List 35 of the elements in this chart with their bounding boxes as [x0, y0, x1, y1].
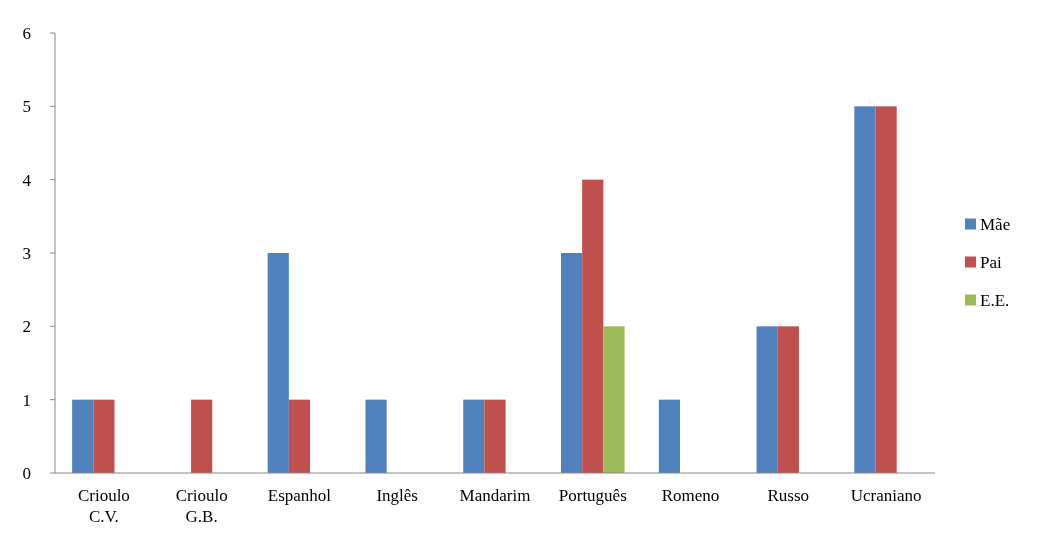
bar [854, 106, 876, 473]
x-tick-label: Crioulo C.V. [77, 486, 130, 526]
bar [777, 326, 799, 473]
x-tick-label: Crioulo G.B. [175, 486, 228, 526]
bar [756, 326, 778, 473]
y-tick-label: 2 [22, 317, 31, 337]
y-tick-label: 6 [22, 23, 31, 43]
legend-label: Pai [980, 253, 1002, 273]
legend-label: Mãe [980, 215, 1011, 235]
bar [72, 399, 94, 473]
bar [582, 179, 604, 473]
bar [191, 399, 213, 473]
y-tick-label: 5 [22, 97, 31, 117]
bar [658, 399, 680, 473]
bar [484, 399, 506, 473]
bar [365, 399, 387, 473]
bar [463, 399, 485, 473]
x-tick-label: Português [558, 486, 627, 505]
bar [267, 253, 289, 473]
bar [288, 399, 311, 473]
bar [93, 399, 115, 473]
x-tick-label: Espanhol [267, 486, 332, 505]
y-tick-label: 3 [22, 243, 31, 263]
x-tick-label: Russo [767, 486, 810, 505]
bar [561, 253, 583, 473]
y-tick-label: 4 [22, 170, 32, 190]
legend-label: E.E. [980, 291, 1010, 311]
x-tick-label: Inglês [376, 486, 418, 505]
x-tick-label: Romeno [661, 486, 720, 505]
x-tick-label: Mandarim [459, 486, 531, 505]
bar [875, 106, 897, 473]
y-tick-label: 1 [22, 390, 31, 410]
y-tick-label: 0 [22, 463, 31, 483]
bar [603, 326, 625, 473]
x-tick-label: Ucraniano [850, 486, 922, 505]
